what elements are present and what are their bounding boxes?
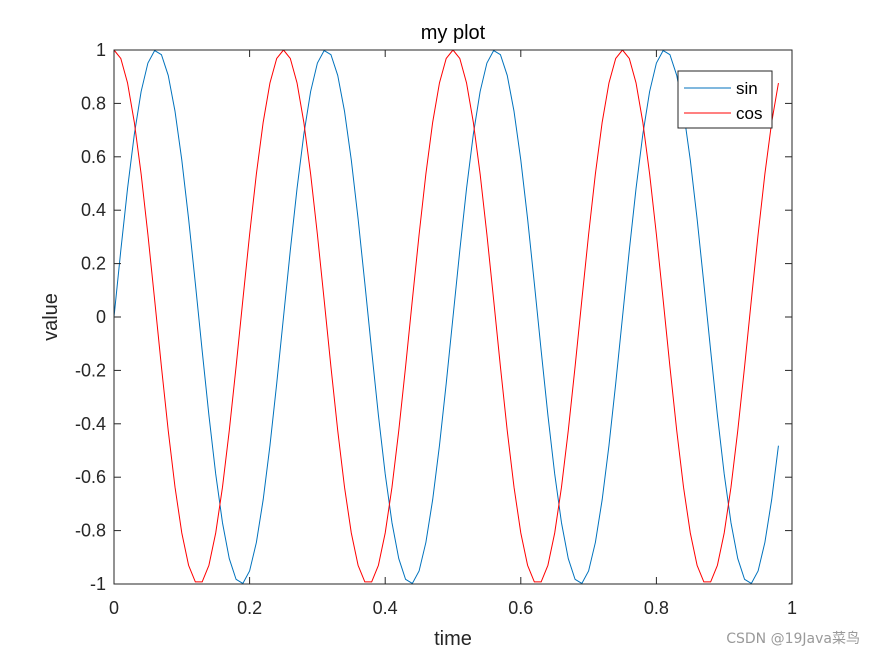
y-tick-label: -0.4 — [75, 414, 106, 434]
y-tick-label: 0.4 — [81, 200, 106, 220]
y-tick-label: 0.8 — [81, 93, 106, 113]
y-tick-label: 0.6 — [81, 147, 106, 167]
y-tick-label: -0.2 — [75, 360, 106, 380]
x-tick-label: 0.6 — [508, 598, 533, 618]
y-tick-label: -0.8 — [75, 521, 106, 541]
chart-title: my plot — [421, 22, 486, 44]
legend-label-sin: sin — [736, 79, 758, 98]
x-axis-ticks: 0 0.2 0.4 0.6 0.8 1 — [109, 50, 797, 618]
plot-area: 0 0.2 0.4 0.6 0.8 1 1 0.8 0.6 0.4 0.2 0 -0.2 -0.4 -0.… — [75, 40, 797, 618]
watermark-text: CSDN @19Java菜鸟 — [726, 631, 860, 647]
y-tick-label: 0.2 — [81, 254, 106, 274]
y-tick-label: -0.6 — [75, 467, 106, 487]
y-tick-label: -1 — [90, 574, 106, 594]
x-axis-label: time — [434, 628, 472, 650]
x-tick-label: 0.2 — [237, 598, 262, 618]
x-tick-label: 1 — [787, 598, 797, 618]
series-layer — [113, 49, 779, 584]
y-axis-label: value — [40, 293, 62, 341]
y-tick-label: 1 — [96, 40, 106, 60]
legend: sin cos — [677, 70, 773, 129]
x-tick-label: 0.8 — [644, 598, 669, 618]
legend-box — [677, 70, 773, 129]
legend-label-cos: cos — [736, 104, 762, 123]
x-tick-label: 0.4 — [373, 598, 398, 618]
y-tick-label: 0 — [96, 307, 106, 327]
series-line-cos — [113, 49, 779, 583]
x-tick-label: 0 — [109, 598, 119, 618]
y-axis-ticks: 1 0.8 0.6 0.4 0.2 0 -0.2 -0.4 -0.6 -0.8 -1 — [75, 40, 792, 594]
series-line-sin — [113, 50, 779, 584]
